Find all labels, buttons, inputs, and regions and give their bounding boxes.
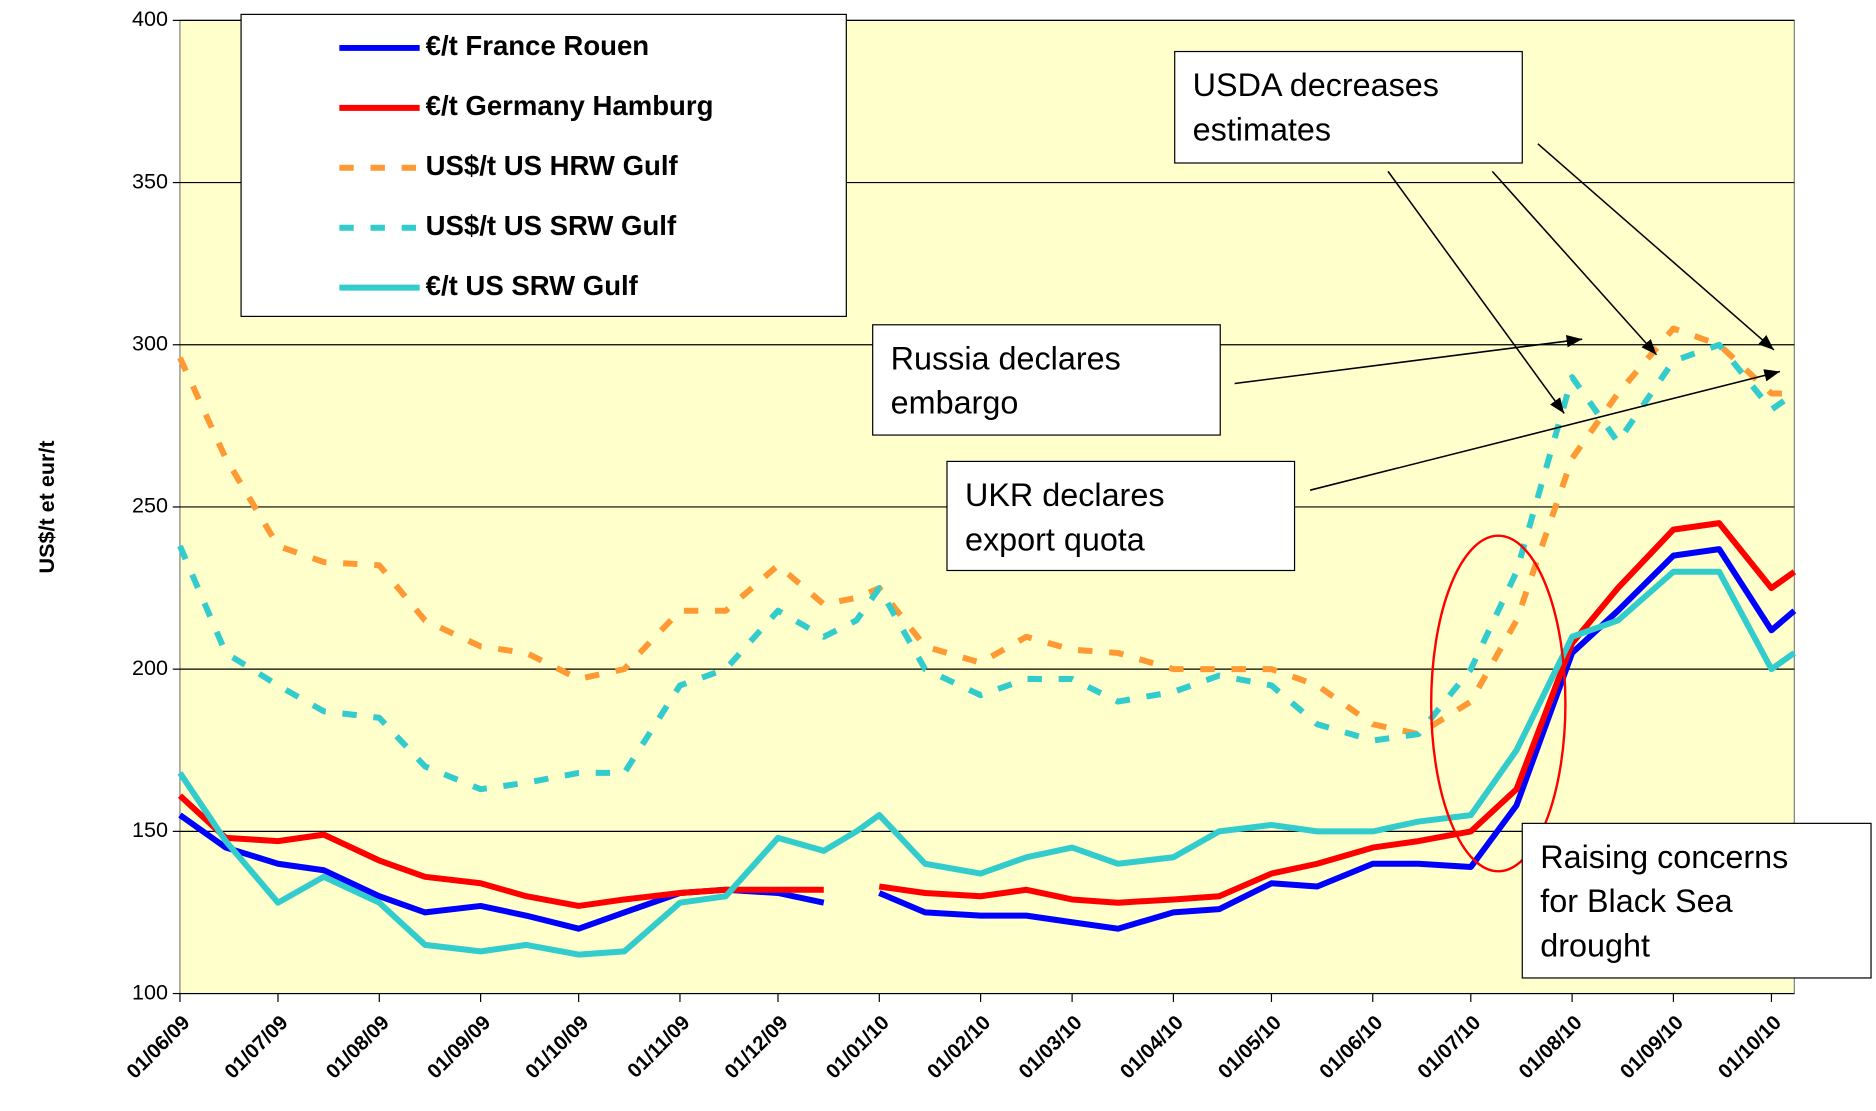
- x-tick-label: 01/10/09: [522, 1012, 594, 1084]
- annotation-text: for Black Sea: [1540, 883, 1732, 919]
- annotation-text: UKR declares: [965, 477, 1165, 513]
- x-tick-label: 01/01/10: [822, 1012, 894, 1084]
- x-tick-label: 01/05/10: [1214, 1012, 1286, 1084]
- y-axis-label: US$/t et eur/t: [34, 440, 59, 573]
- legend-label: €/t Germany Hamburg: [426, 90, 714, 121]
- annotation-arrows: [1234, 143, 1781, 873]
- arrow: [1309, 369, 1781, 491]
- annotation-text: drought: [1540, 928, 1650, 964]
- x-tick-label: 01/12/09: [721, 1012, 793, 1084]
- x-tick-label: 01/10/10: [1714, 1012, 1786, 1084]
- annotation-text: export quota: [965, 521, 1145, 557]
- x-tick-label: 01/03/10: [1015, 1012, 1087, 1084]
- series-line: [878, 520, 1797, 906]
- annotation-text: USDA decreases: [1193, 67, 1439, 103]
- annotation-box: [872, 324, 1221, 436]
- annotation-box: [1174, 50, 1523, 164]
- series-line: [177, 341, 1797, 793]
- x-tick-label: 01/04/10: [1116, 1012, 1188, 1084]
- y-tick-label: 350: [132, 168, 168, 193]
- annotation-text: embargo: [891, 385, 1019, 421]
- arrow: [1234, 334, 1583, 385]
- x-tick-label: 01/02/10: [924, 1012, 996, 1084]
- y-tick-label: 150: [132, 817, 168, 842]
- arrow: [1387, 170, 1565, 414]
- series-line: [177, 325, 1795, 738]
- series-line: [878, 546, 1797, 932]
- highlight-ellipse: [1429, 534, 1567, 873]
- y-tick-label: 250: [132, 493, 168, 518]
- x-tick-label: 01/06/10: [1316, 1012, 1388, 1084]
- x-tick-label: 01/08/10: [1515, 1012, 1587, 1084]
- annotation-text: Russia declares: [891, 340, 1121, 376]
- y-tick-label: 200: [132, 655, 168, 680]
- x-tick-label: 01/09/10: [1616, 1012, 1688, 1084]
- legend-label: €/t US SRW Gulf: [426, 270, 639, 301]
- x-tick-label: 01/07/10: [1414, 1012, 1486, 1084]
- y-tick-label: 300: [132, 330, 168, 355]
- x-tick-label: 01/11/09: [624, 1012, 695, 1083]
- series-line: [177, 793, 824, 909]
- arrow: [1491, 170, 1658, 356]
- annotation-text: Raising concerns: [1540, 839, 1788, 875]
- annotation-box: [1521, 822, 1872, 979]
- legend-label: €/t France Rouen: [426, 30, 649, 61]
- annotation-box: [946, 460, 1296, 572]
- x-tick-label: 01/06/09: [123, 1012, 195, 1084]
- x-tick-label: 01/07/09: [221, 1012, 293, 1084]
- x-tick-label: 01/08/09: [322, 1012, 394, 1084]
- arrow: [1537, 143, 1775, 351]
- series-line: [177, 568, 1797, 958]
- x-tick-label: 01/09/09: [424, 1012, 496, 1084]
- legend-label: US$/t US SRW Gulf: [426, 210, 677, 241]
- annotation-text: estimates: [1193, 111, 1331, 147]
- y-tick-label: 400: [132, 6, 168, 31]
- y-tick-label: 100: [132, 979, 168, 1004]
- legend-label: US$/t US HRW Gulf: [426, 150, 679, 181]
